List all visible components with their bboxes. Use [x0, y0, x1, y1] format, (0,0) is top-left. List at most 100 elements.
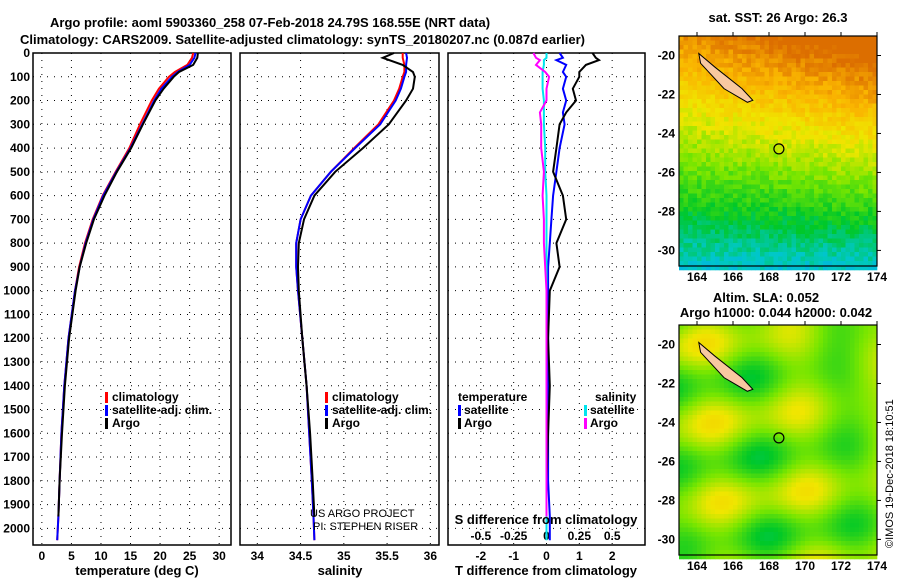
map-cell	[787, 347, 792, 353]
map-cell	[805, 225, 810, 230]
map-cell	[683, 433, 689, 438]
map-cell	[823, 229, 828, 235]
map-cell	[755, 216, 761, 221]
map-cell	[859, 388, 864, 393]
map-cell	[791, 49, 797, 55]
map-cell	[701, 229, 707, 235]
map-cell	[868, 90, 873, 95]
map-cell	[737, 49, 743, 55]
map-cell	[796, 130, 801, 136]
map-cell	[764, 63, 770, 68]
map-cell	[854, 374, 860, 380]
map-cell	[805, 464, 810, 470]
map-cell	[845, 347, 851, 353]
map-cell	[683, 352, 689, 357]
map-cell	[688, 437, 693, 443]
map-cell	[863, 40, 869, 46]
map-cell	[679, 365, 684, 371]
map-cell	[697, 433, 702, 438]
map-cell	[706, 36, 711, 41]
map-cell	[850, 67, 855, 73]
map-cell	[701, 500, 707, 506]
map-cell	[845, 388, 851, 393]
map-cell	[787, 45, 792, 50]
map-cell	[751, 464, 756, 470]
map-cell	[760, 545, 765, 551]
map-cell	[733, 103, 738, 109]
map-cell	[791, 523, 797, 528]
map-cell	[809, 518, 815, 524]
map-cell	[800, 536, 806, 542]
map-cell	[769, 67, 774, 73]
map-cell	[706, 388, 711, 393]
map-cell	[836, 148, 842, 154]
map-cell	[800, 85, 806, 91]
map-cell	[742, 265, 747, 271]
map-cell	[845, 352, 851, 357]
map-cell	[872, 325, 878, 330]
map-cell	[800, 460, 806, 465]
map-cell	[742, 442, 747, 447]
map-cell	[764, 419, 770, 425]
map-cell	[809, 157, 815, 163]
map-cell	[751, 112, 756, 118]
map-cell	[845, 370, 851, 375]
map-cell	[715, 130, 720, 136]
map-cell	[683, 361, 689, 366]
map-cell	[760, 40, 765, 46]
map-cell	[868, 514, 873, 519]
map-cell	[787, 383, 792, 389]
map-cell	[868, 261, 873, 266]
map-cell	[872, 505, 878, 510]
map-cell	[679, 189, 684, 194]
map-cell	[796, 162, 801, 167]
map-cell	[868, 482, 873, 488]
map-cell	[863, 117, 869, 122]
map-cell	[746, 162, 752, 167]
map-cell	[710, 370, 716, 375]
map-cell	[692, 343, 698, 348]
map-cell	[863, 343, 869, 348]
map-cell	[863, 85, 869, 91]
map-cell	[773, 455, 779, 461]
map-cell	[791, 397, 797, 402]
map-cell	[764, 130, 770, 136]
map-cell	[787, 343, 792, 348]
map-cell	[791, 207, 797, 212]
map-cell	[818, 379, 824, 384]
map-cell	[760, 247, 765, 253]
map-cell	[773, 365, 779, 371]
map-cell	[791, 94, 797, 100]
map-cell	[791, 509, 797, 515]
map-cell	[818, 410, 824, 416]
map-cell	[737, 99, 743, 104]
map-cell	[805, 265, 810, 271]
map-cell	[868, 225, 873, 230]
map-cell	[832, 45, 837, 50]
map-cell	[737, 256, 743, 262]
map-cell	[854, 256, 860, 262]
map-cell	[769, 446, 774, 452]
map-cell	[854, 45, 860, 50]
map-cell	[800, 171, 806, 176]
map-cell	[728, 117, 734, 122]
map-cell	[746, 343, 752, 348]
map-cell	[742, 469, 747, 474]
map-cell	[706, 94, 711, 100]
map-cell	[827, 184, 833, 190]
map-cell	[859, 238, 864, 244]
map-cell	[724, 505, 729, 510]
map-cell	[692, 58, 698, 64]
x2-tick-label: 0.5	[604, 529, 621, 543]
map-cell	[719, 541, 725, 546]
map-cell	[832, 139, 837, 145]
map-cell	[805, 157, 810, 163]
map-cell	[791, 220, 797, 226]
map-cell	[751, 126, 756, 131]
map-cell	[692, 171, 698, 176]
map-cell	[701, 139, 707, 145]
map-cell	[679, 356, 684, 362]
map-cell	[746, 406, 752, 411]
map-cell	[697, 406, 702, 411]
map-cell	[868, 189, 873, 194]
